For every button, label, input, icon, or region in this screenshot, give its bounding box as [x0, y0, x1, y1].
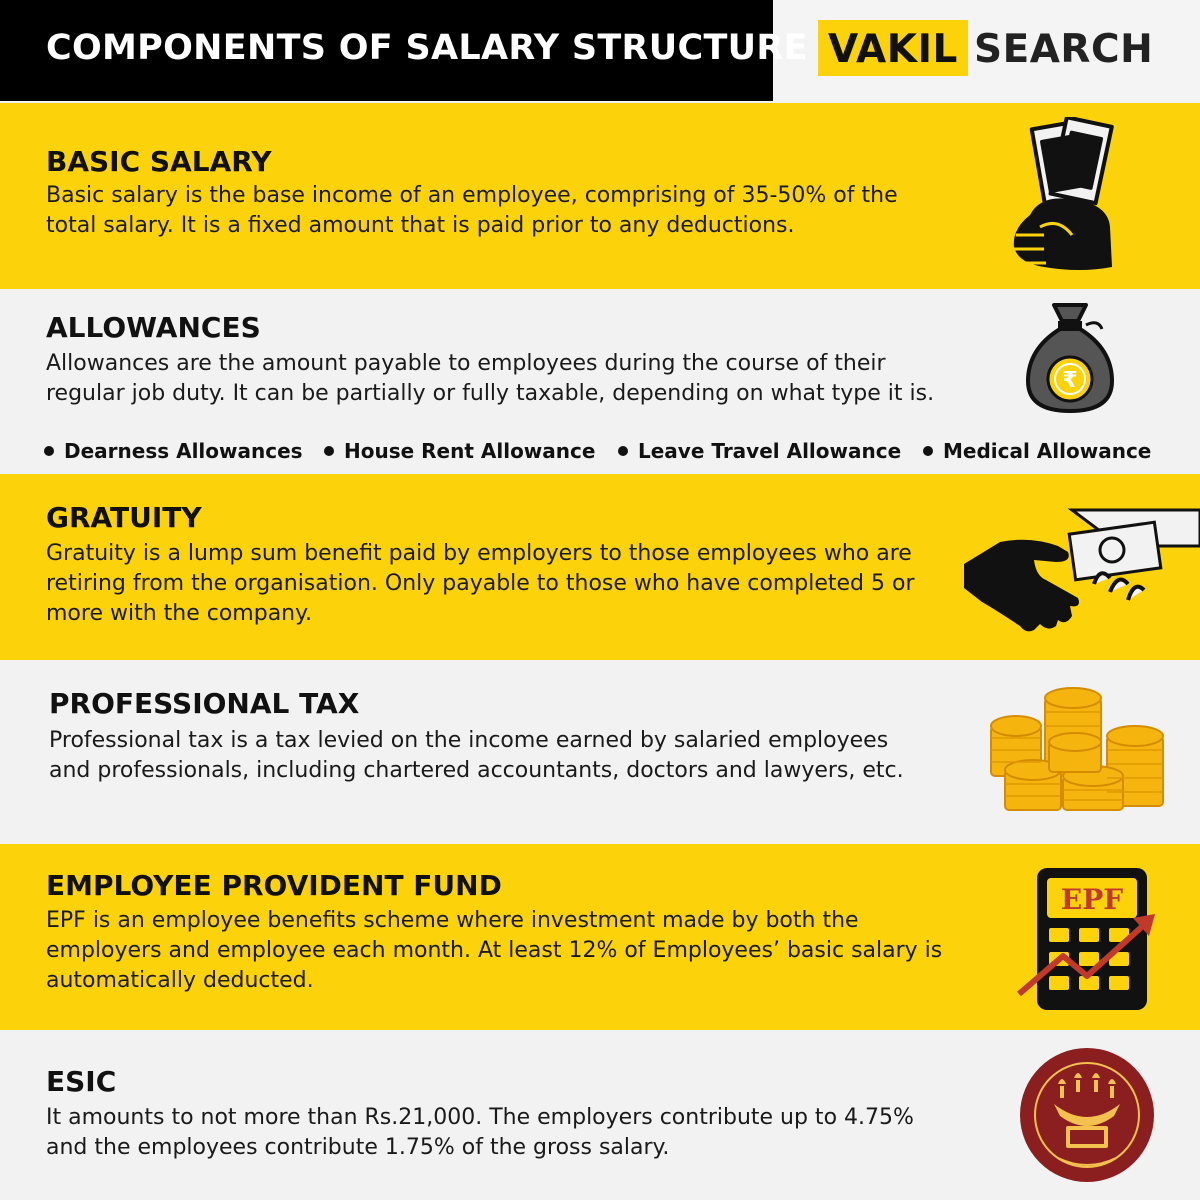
list-item: Dearness Allowances	[44, 439, 303, 463]
hands-exchanging-money-icon	[964, 508, 1200, 632]
logo-vakil-text: VAKIL	[828, 27, 958, 72]
list-item: House Rent Allowance	[324, 439, 595, 463]
header: COMPONENTS OF SALARY STRUCTURE VAKIL SEA…	[0, 0, 1200, 101]
section-text: Professional tax is a tax levied on the …	[49, 728, 904, 783]
section-title: ESIC	[46, 1065, 117, 1098]
logo-search-text: SEARCH	[974, 27, 1154, 72]
section-gratuity: GRATUITY Gratuity is a lump sum benefit …	[0, 474, 1200, 660]
epf-calculator-icon: EPF	[1017, 868, 1155, 1010]
section-title: ALLOWANCES	[46, 311, 261, 344]
list-item: Medical Allowance	[923, 439, 1151, 463]
allowance-types-list: Dearness Allowances House Rent Allowance…	[44, 439, 1184, 467]
section-text: Basic salary is the base income of an em…	[46, 183, 898, 238]
section-text: It amounts to not more than Rs.21,000. T…	[46, 1105, 914, 1160]
section-title: EMPLOYEE PROVIDENT FUND	[46, 869, 502, 902]
section-text: Allowances are the amount payable to emp…	[46, 351, 935, 406]
logo-vakil-box: VAKIL	[818, 20, 968, 76]
section-title: BASIC SALARY	[46, 145, 272, 178]
money-bag-icon: ₹	[1025, 303, 1115, 414]
section-basic-salary: BASIC SALARY Basic salary is the base in…	[0, 103, 1200, 289]
epf-label: EPF	[1061, 883, 1123, 916]
section-text: EPF is an employee benefits scheme where…	[46, 908, 943, 993]
section-text: Gratuity is a lump sum benefit paid by e…	[46, 541, 915, 626]
page-title: COMPONENTS OF SALARY STRUCTURE	[46, 28, 808, 68]
coin-stacks-icon	[990, 687, 1164, 811]
svg-text:₹: ₹	[1062, 368, 1077, 393]
section-title: GRATUITY	[46, 501, 202, 534]
section-employee-provident-fund: EMPLOYEE PROVIDENT FUND EPF is an employ…	[0, 844, 1200, 1030]
title-bar: COMPONENTS OF SALARY STRUCTURE	[0, 0, 808, 101]
hand-holding-cash-icon	[1013, 117, 1114, 270]
esic-seal-icon	[1020, 1048, 1154, 1182]
section-professional-tax: PROFESSIONAL TAX Professional tax is a t…	[0, 660, 1200, 844]
section-esic: ESIC It amounts to not more than Rs.21,0…	[0, 1030, 1200, 1200]
section-allowances: ALLOWANCES Allowances are the amount pay…	[0, 289, 1200, 474]
list-item: Leave Travel Allowance	[618, 439, 901, 463]
section-title: PROFESSIONAL TAX	[49, 687, 360, 720]
